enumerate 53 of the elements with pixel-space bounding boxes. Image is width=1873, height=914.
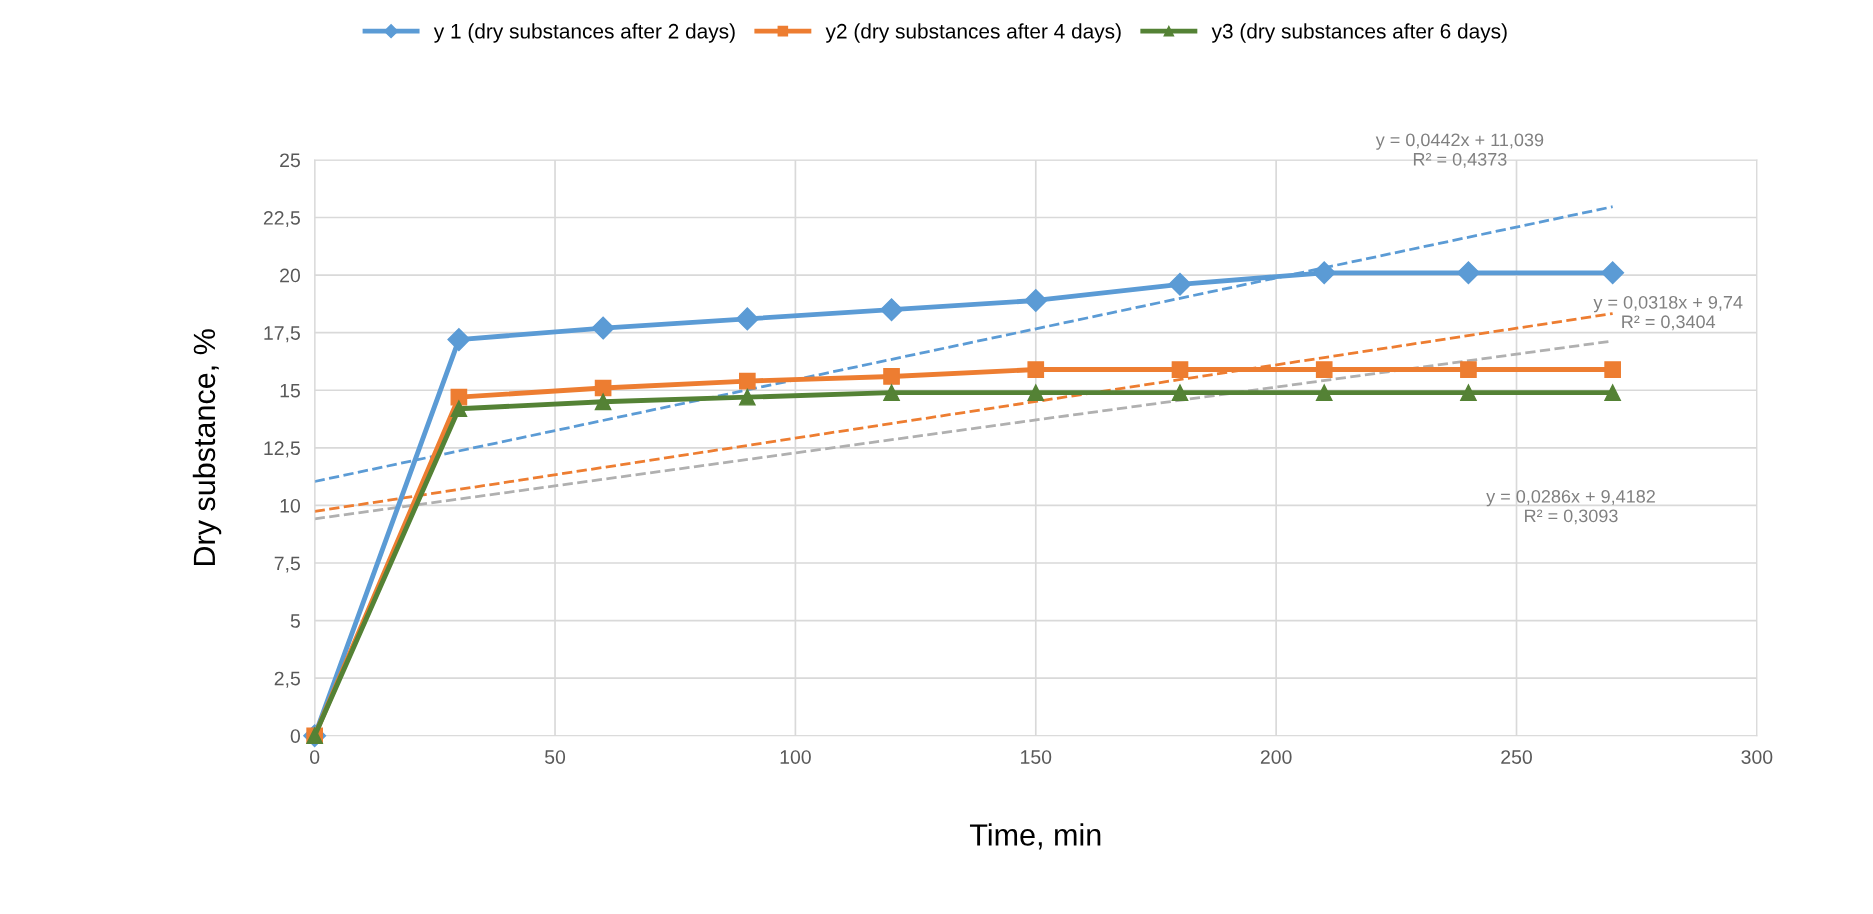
x-tick-label: 50 xyxy=(545,750,566,764)
point xyxy=(594,379,612,397)
point xyxy=(735,307,759,331)
y-tick-label: 0 xyxy=(290,729,301,744)
point xyxy=(883,384,900,401)
y-tick-label: 20 xyxy=(280,268,301,283)
annotation: y = 0,0286x + 9,4182 R² = 0,3093 xyxy=(1486,489,1655,525)
point xyxy=(883,368,900,385)
point xyxy=(1601,261,1625,285)
point xyxy=(591,316,615,340)
y-tick-label: 17,5 xyxy=(264,326,300,343)
x-tick-label: 100 xyxy=(780,750,811,764)
point xyxy=(1024,288,1048,312)
point xyxy=(1312,261,1336,285)
x-tick-label: 150 xyxy=(1021,750,1052,764)
legend-label: y 1 (dry substances after 2 days) xyxy=(433,23,735,43)
point xyxy=(447,328,471,352)
point xyxy=(1460,361,1477,378)
point xyxy=(880,298,904,322)
point xyxy=(1171,384,1189,401)
y-tick-label: 10 xyxy=(280,498,301,513)
y-tick-label: 5 xyxy=(290,614,300,628)
point xyxy=(1027,384,1045,401)
y-axis-title: Dry substance, % xyxy=(192,329,222,566)
x-tick-label: 300 xyxy=(1741,750,1773,764)
annotation: y = 0,0442x + 11,039 R² = 0,4373 xyxy=(1375,133,1544,168)
point xyxy=(1604,361,1621,378)
point xyxy=(738,372,756,390)
point xyxy=(594,393,612,411)
y-tick-label: 7,5 xyxy=(274,556,300,573)
legend-label: y2 (dry substances after 4 days) xyxy=(825,23,1121,43)
point xyxy=(1171,361,1189,378)
y-tick-label: 22,5 xyxy=(263,211,300,228)
y-tick-label: 25 xyxy=(280,153,300,168)
point xyxy=(738,388,756,406)
x-axis-title: Time, min xyxy=(969,823,1101,850)
point xyxy=(1460,384,1477,401)
point xyxy=(450,388,468,406)
point xyxy=(1027,361,1045,378)
point xyxy=(1168,272,1192,296)
y-tick-label: 15 xyxy=(280,383,300,398)
annotation: y = 0,0318x + 9,74 R² = 0,3404 xyxy=(1593,295,1743,331)
point xyxy=(1315,361,1333,378)
point xyxy=(1456,261,1480,285)
legend-label: y3 (dry substances after 6 days) xyxy=(1211,23,1507,43)
x-tick-label: 250 xyxy=(1501,750,1532,764)
point xyxy=(1315,384,1333,401)
x-tick-label: 0 xyxy=(310,750,320,764)
point xyxy=(1604,384,1621,401)
y-tick-label: 2,5 xyxy=(274,671,300,688)
point xyxy=(450,400,468,418)
x-tick-label: 200 xyxy=(1260,750,1292,764)
y-tick-label: 12,5 xyxy=(264,441,300,458)
